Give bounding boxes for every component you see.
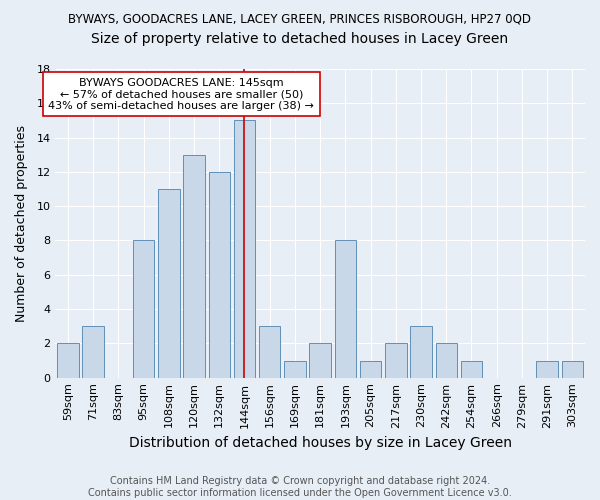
X-axis label: Distribution of detached houses by size in Lacey Green: Distribution of detached houses by size … xyxy=(128,436,512,450)
Bar xyxy=(209,172,230,378)
Text: Size of property relative to detached houses in Lacey Green: Size of property relative to detached ho… xyxy=(91,32,509,46)
Bar xyxy=(310,344,331,378)
Bar xyxy=(335,240,356,378)
Bar xyxy=(234,120,255,378)
Y-axis label: Number of detached properties: Number of detached properties xyxy=(15,125,28,322)
Bar xyxy=(461,360,482,378)
Bar xyxy=(259,326,280,378)
Text: Contains HM Land Registry data © Crown copyright and database right 2024.
Contai: Contains HM Land Registry data © Crown c… xyxy=(88,476,512,498)
Bar xyxy=(360,360,382,378)
Bar xyxy=(57,344,79,378)
Bar xyxy=(436,344,457,378)
Bar xyxy=(82,326,104,378)
Text: BYWAYS GOODACRES LANE: 145sqm
← 57% of detached houses are smaller (50)
43% of s: BYWAYS GOODACRES LANE: 145sqm ← 57% of d… xyxy=(49,78,314,111)
Bar xyxy=(158,189,179,378)
Bar xyxy=(562,360,583,378)
Bar xyxy=(184,154,205,378)
Bar xyxy=(385,344,407,378)
Bar xyxy=(284,360,305,378)
Text: BYWAYS, GOODACRES LANE, LACEY GREEN, PRINCES RISBOROUGH, HP27 0QD: BYWAYS, GOODACRES LANE, LACEY GREEN, PRI… xyxy=(68,12,532,26)
Bar xyxy=(133,240,154,378)
Bar xyxy=(410,326,432,378)
Bar xyxy=(536,360,558,378)
